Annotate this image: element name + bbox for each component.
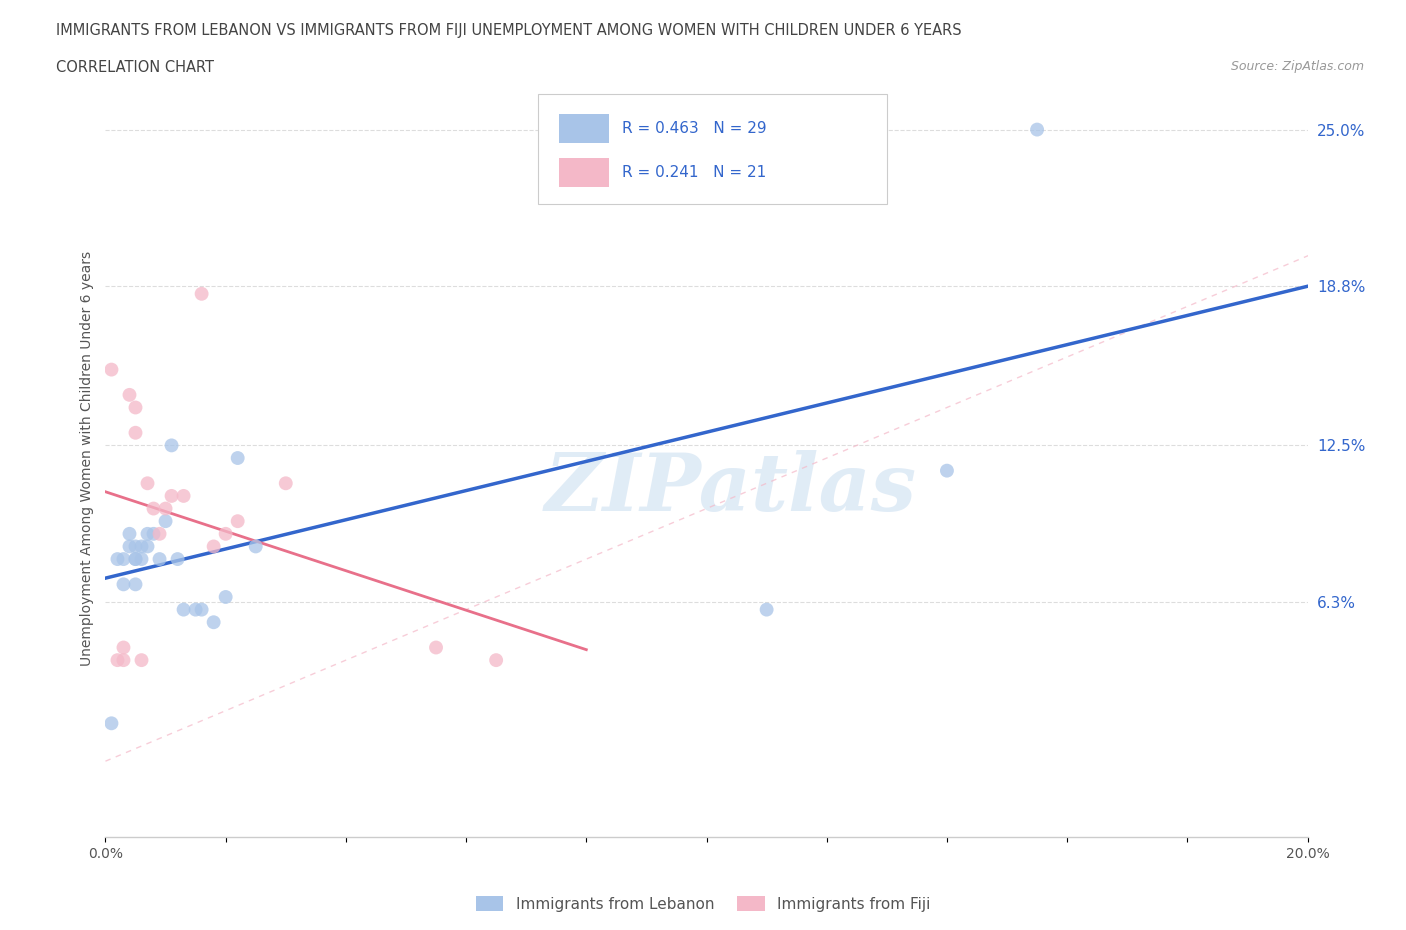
Point — [124, 551, 146, 566]
Point — [107, 653, 129, 668]
FancyBboxPatch shape — [558, 158, 609, 187]
Text: R = 0.463   N = 29: R = 0.463 N = 29 — [623, 121, 768, 136]
Point — [131, 539, 153, 554]
Point — [124, 425, 146, 440]
Point — [124, 400, 146, 415]
Point — [202, 539, 225, 554]
Point — [173, 488, 195, 503]
FancyBboxPatch shape — [538, 94, 887, 204]
Point — [112, 551, 135, 566]
Point — [160, 438, 183, 453]
Point — [155, 513, 177, 528]
Point — [142, 526, 165, 541]
Text: CORRELATION CHART: CORRELATION CHART — [56, 60, 214, 75]
Point — [155, 501, 177, 516]
Point — [136, 526, 159, 541]
Point — [755, 603, 778, 618]
Text: IMMIGRANTS FROM LEBANON VS IMMIGRANTS FROM FIJI UNEMPLOYMENT AMONG WOMEN WITH CH: IMMIGRANTS FROM LEBANON VS IMMIGRANTS FR… — [56, 23, 962, 38]
Point — [226, 451, 249, 466]
Point — [131, 653, 153, 668]
Text: ZIPatlas: ZIPatlas — [544, 449, 917, 527]
Point — [118, 539, 141, 554]
Text: R = 0.241   N = 21: R = 0.241 N = 21 — [623, 165, 766, 179]
Point — [184, 603, 207, 618]
Point — [214, 526, 236, 541]
Point — [112, 577, 135, 591]
Point — [118, 388, 141, 403]
Point — [226, 513, 249, 528]
Point — [136, 539, 159, 554]
Y-axis label: Unemployment Among Women with Children Under 6 years: Unemployment Among Women with Children U… — [80, 250, 94, 666]
Point — [245, 539, 267, 554]
Point — [190, 603, 212, 618]
Point — [100, 716, 122, 731]
Point — [173, 603, 195, 618]
Point — [936, 463, 959, 478]
Point — [190, 286, 212, 301]
Point — [112, 640, 135, 655]
Point — [425, 640, 447, 655]
Point — [142, 501, 165, 516]
Legend: Immigrants from Lebanon, Immigrants from Fiji: Immigrants from Lebanon, Immigrants from… — [470, 889, 936, 918]
Point — [160, 488, 183, 503]
Point — [202, 615, 225, 630]
Point — [148, 526, 170, 541]
Point — [124, 539, 146, 554]
Point — [274, 476, 297, 491]
Point — [166, 551, 188, 566]
Point — [214, 590, 236, 604]
Point — [107, 551, 129, 566]
Point — [112, 653, 135, 668]
Point — [124, 577, 146, 591]
Point — [148, 551, 170, 566]
Text: Source: ZipAtlas.com: Source: ZipAtlas.com — [1230, 60, 1364, 73]
Point — [1026, 122, 1049, 137]
Point — [136, 476, 159, 491]
Point — [100, 362, 122, 377]
FancyBboxPatch shape — [558, 113, 609, 142]
Point — [124, 551, 146, 566]
Point — [131, 551, 153, 566]
Point — [118, 526, 141, 541]
Point — [485, 653, 508, 668]
